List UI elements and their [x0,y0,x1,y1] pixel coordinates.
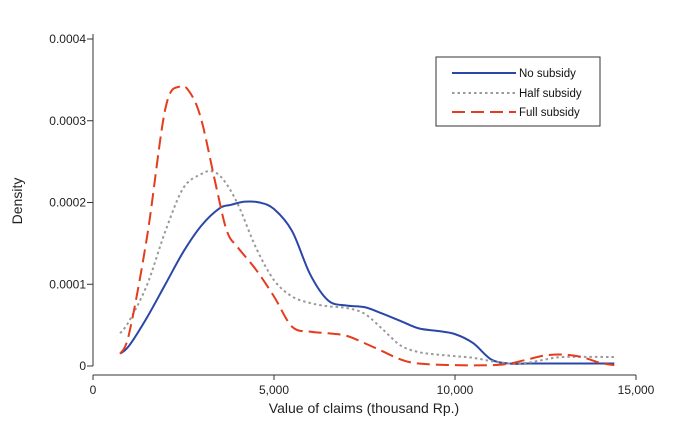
legend: No subsidy Half subsidy Full subsidy [435,56,601,127]
y-tick-label: 0.0001 [49,277,86,291]
legend-box [435,56,601,127]
y-ticks: 0 0.0001 0.0002 0.0003 0.0004 [49,32,93,373]
legend-item-no-subsidy: No subsidy [452,68,576,80]
legend-label-half-subsidy: Half subsidy [519,88,582,100]
series-line-half-subsidy [119,170,615,365]
legend-item-half-subsidy: Half subsidy [452,88,582,100]
x-tick-label: 0 [90,383,97,397]
series-line-no-subsidy [119,200,615,365]
legend-label-full-subsidy: Full subsidy [519,107,580,119]
x-tick-label: 15,000 [618,383,655,397]
y-tick-label: 0.0004 [49,32,86,46]
legend-item-full-subsidy: Full subsidy [452,107,580,119]
x-tick-label: 10,000 [437,383,474,397]
axes: 0 5,000 10,000 15,000 0 0.0001 0.0002 0.0003 0.… [9,32,655,416]
y-tick-label: 0 [79,359,86,373]
y-tick-label: 0.0002 [49,196,86,210]
x-tick-label: 5,000 [259,383,289,397]
y-axis-title: Density [9,178,25,225]
legend-label-no-subsidy: No subsidy [519,68,576,80]
x-ticks: 0 5,000 10,000 15,000 [90,375,655,397]
x-axis-title: Value of claims (thousand Rp.) [269,400,459,416]
series-line-full-subsidy [119,84,615,367]
series-group [119,84,615,367]
y-tick-label: 0.0003 [49,114,86,128]
